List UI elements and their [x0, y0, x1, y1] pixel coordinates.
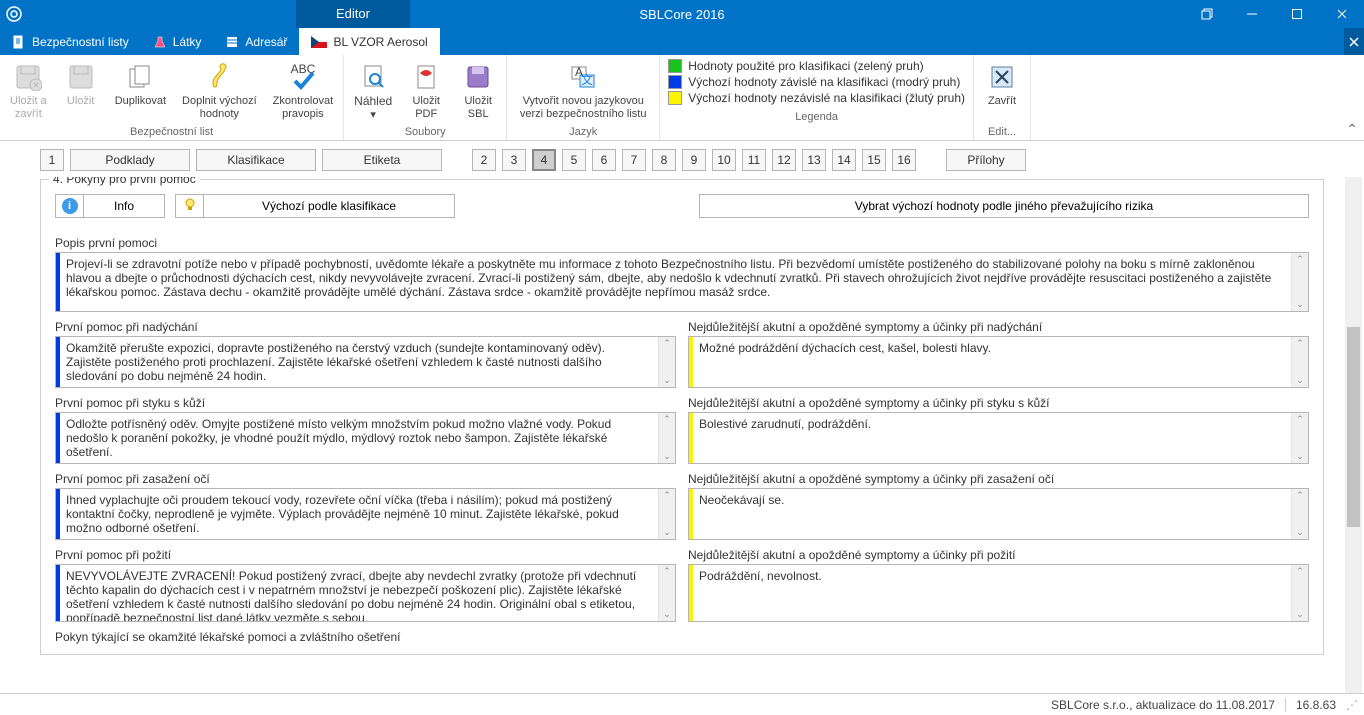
- nav-prilohy[interactable]: Přílohy: [946, 149, 1026, 171]
- nav-11[interactable]: 11: [742, 149, 766, 171]
- nav-15[interactable]: 15: [862, 149, 886, 171]
- duplicate-button[interactable]: Duplikovat: [111, 59, 170, 110]
- close-window-button[interactable]: [1319, 0, 1364, 28]
- textarea-nadychani-sym[interactable]: [693, 337, 1291, 387]
- tab-close-button[interactable]: [1344, 28, 1364, 55]
- textarea-popis[interactable]: [60, 253, 1291, 311]
- resize-grip-icon[interactable]: ⋰: [1346, 698, 1358, 712]
- textarea-nadychani[interactable]: [60, 337, 658, 387]
- tab-document-active[interactable]: BL VZOR Aerosol: [299, 28, 439, 55]
- label-nadychani: První pomoc při nadýchání: [55, 320, 676, 334]
- save-pdf-button[interactable]: Uložit PDF: [404, 59, 448, 123]
- nav-7[interactable]: 7: [622, 149, 646, 171]
- status-company: SBLCore s.r.o., aktualizace do 11.08.201…: [1051, 698, 1275, 712]
- label-oci: První pomoc při zasažení očí: [55, 472, 676, 486]
- nav-4[interactable]: 4: [532, 149, 556, 171]
- label-okamzita: Pokyn týkající se okamžité lékařské pomo…: [55, 630, 1309, 644]
- ribbon: Uložit a zavřít Uložit Duplikovat Doplni…: [0, 55, 1364, 141]
- content-scrollbar[interactable]: [1345, 177, 1362, 693]
- restore-down-aux-icon[interactable]: [1184, 0, 1229, 28]
- flask-icon: [153, 35, 167, 49]
- cz-flag-icon: [311, 36, 327, 48]
- fill-defaults-button[interactable]: Doplnit výchozí hodnoty: [178, 59, 261, 123]
- textarea-oci[interactable]: [60, 489, 658, 539]
- nav-6[interactable]: 6: [592, 149, 616, 171]
- nav-podklady[interactable]: Podklady: [70, 149, 190, 171]
- tab-addressbook[interactable]: Adresář: [213, 28, 299, 55]
- addressbook-icon: [225, 35, 239, 49]
- content-area: 4. Pokyny pro první pomoc i Info Výchozí…: [0, 177, 1364, 693]
- nav-5[interactable]: 5: [562, 149, 586, 171]
- nav-16[interactable]: 16: [892, 149, 916, 171]
- section-nav: 1 Podklady Klasifikace Etiketa 2 3 4 5 6…: [0, 141, 1364, 177]
- context-tab-editor[interactable]: Editor: [296, 0, 410, 28]
- first-aid-section: 4. Pokyny pro první pomoc i Info Výchozí…: [40, 179, 1324, 655]
- ribbon-group-legend: Legenda: [660, 109, 973, 125]
- sheet-icon: [12, 35, 26, 49]
- textarea-poziti[interactable]: [60, 565, 658, 621]
- label-nadychani-sym: Nejdůležitější akutní a opožděné symptom…: [688, 320, 1309, 334]
- svg-text:文: 文: [581, 72, 593, 87]
- textarea-oci-sym[interactable]: [693, 489, 1291, 539]
- info-button[interactable]: i Info: [55, 194, 165, 218]
- status-bar: SBLCore s.r.o., aktualizace do 11.08.201…: [0, 693, 1364, 715]
- nav-etiketa[interactable]: Etiketa: [322, 149, 442, 171]
- nav-13[interactable]: 13: [802, 149, 826, 171]
- ribbon-group-lang: Jazyk: [507, 124, 659, 140]
- preview-button[interactable]: Náhled▾: [350, 59, 396, 124]
- nav-10[interactable]: 10: [712, 149, 736, 171]
- field-popis: ⌃⌄: [55, 252, 1309, 312]
- ribbon-group-files: Soubory: [344, 124, 506, 140]
- select-default-by-risk[interactable]: Vybrat výchozí hodnoty podle jiného přev…: [699, 194, 1309, 218]
- document-tab-strip: Bezpečnostní listy Látky Adresář BL VZOR…: [0, 28, 1364, 55]
- close-doc-button[interactable]: Zavřít: [980, 59, 1024, 110]
- minimize-button[interactable]: [1229, 0, 1274, 28]
- textarea-poziti-sym[interactable]: [693, 565, 1291, 621]
- nav-2[interactable]: 2: [472, 149, 496, 171]
- app-logo-icon: [0, 0, 28, 28]
- tab-safety-sheets[interactable]: Bezpečnostní listy: [0, 28, 141, 55]
- app-title: SBLCore 2016: [639, 7, 724, 22]
- defaults-by-classification-button[interactable]: Výchozí podle klasifikace: [175, 194, 455, 218]
- textarea-kuzi-sym[interactable]: [693, 413, 1291, 463]
- legend-row-blue: Výchozí hodnoty závislé na klasifikaci (…: [668, 75, 965, 89]
- new-language-button[interactable]: A文Vytvořit novou jazykovou verzi bezpečn…: [513, 59, 653, 123]
- nav-klasifikace[interactable]: Klasifikace: [196, 149, 316, 171]
- ribbon-group-edit: Edit...: [974, 124, 1030, 140]
- title-bar: Editor SBLCore 2016: [0, 0, 1364, 28]
- section-title: 4. Pokyny pro první pomoc: [49, 177, 200, 186]
- label-oci-sym: Nejdůležitější akutní a opožděné symptom…: [688, 472, 1309, 486]
- save-sbl-button[interactable]: Uložit SBL: [456, 59, 500, 123]
- scrollbar[interactable]: ⌃⌄: [1291, 253, 1308, 311]
- spellcheck-button[interactable]: ABCZkontrolovat pravopis: [269, 59, 338, 123]
- nav-14[interactable]: 14: [832, 149, 856, 171]
- nav-3[interactable]: 3: [502, 149, 526, 171]
- label-popis: Popis první pomoci: [55, 236, 1309, 250]
- nav-1[interactable]: 1: [40, 149, 64, 171]
- tab-substances[interactable]: Látky: [141, 28, 214, 55]
- maximize-button[interactable]: [1274, 0, 1319, 28]
- ribbon-collapse-icon[interactable]: ⌃: [1346, 121, 1358, 138]
- label-poziti-sym: Nejdůležitější akutní a opožděné symptom…: [688, 548, 1309, 562]
- textarea-kuzi[interactable]: [60, 413, 658, 463]
- save-button[interactable]: Uložit: [59, 59, 103, 110]
- label-kuzi: První pomoc při styku s kůží: [55, 396, 676, 410]
- nav-9[interactable]: 9: [682, 149, 706, 171]
- ribbon-group-sheet: Bezpečnostní list: [0, 124, 343, 140]
- legend-row-green: Hodnoty použité pro klasifikaci (zelený …: [668, 59, 965, 73]
- label-poziti: První pomoc při požití: [55, 548, 676, 562]
- save-close-button[interactable]: Uložit a zavřít: [6, 59, 51, 123]
- bulb-icon: [183, 198, 197, 215]
- info-icon: i: [62, 198, 78, 214]
- label-kuzi-sym: Nejdůležitější akutní a opožděné symptom…: [688, 396, 1309, 410]
- nav-12[interactable]: 12: [772, 149, 796, 171]
- legend-row-yellow: Výchozí hodnoty nezávislé na klasifikaci…: [668, 91, 965, 105]
- nav-8[interactable]: 8: [652, 149, 676, 171]
- status-version: 16.8.63: [1296, 698, 1336, 712]
